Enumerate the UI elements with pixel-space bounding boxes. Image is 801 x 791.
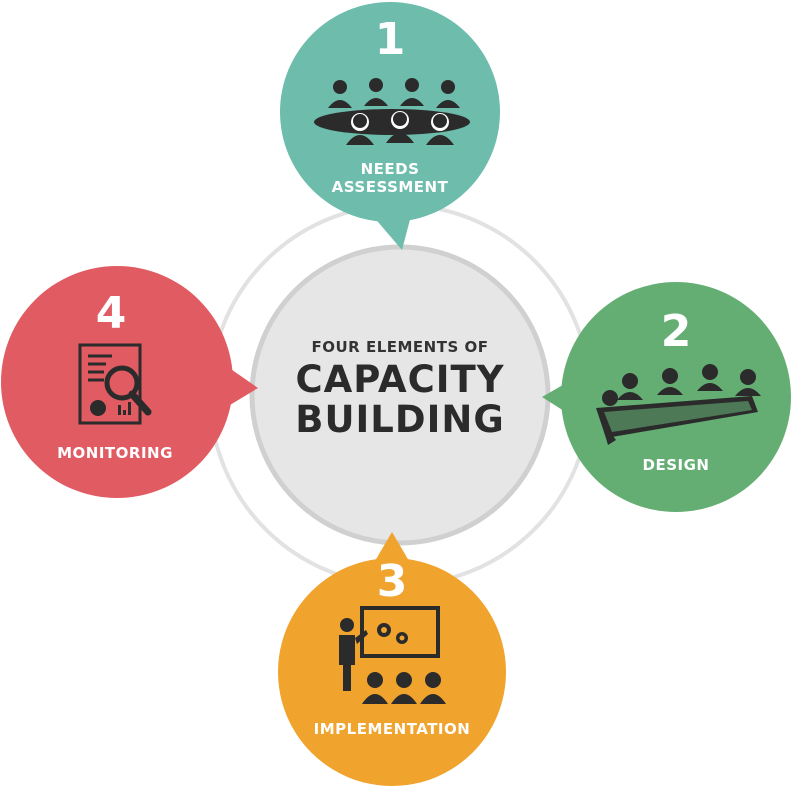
- center-title-line1: CAPACITY: [295, 358, 505, 401]
- center-subtitle: FOUR ELEMENTS OF: [311, 338, 489, 356]
- element-2-label: DESIGN: [642, 456, 710, 474]
- element-2-number: 2: [660, 306, 692, 357]
- element-1-label: NEEDS ASSESSMENT: [310, 160, 470, 196]
- presentation-icon: [339, 606, 446, 704]
- element-4-number: 4: [95, 288, 127, 339]
- center-title-line2: BUILDING: [295, 398, 505, 441]
- element-1-label-line2: ASSESSMENT: [331, 178, 449, 196]
- center-title: CAPACITY BUILDING: [240, 360, 560, 440]
- meeting-table-icon: [314, 78, 470, 145]
- element-4-label: MONITORING: [57, 444, 173, 462]
- report-magnifier-icon: [78, 343, 152, 425]
- element-1-label-line1: NEEDS: [360, 160, 420, 178]
- element-3-number: 3: [376, 556, 408, 607]
- planning-table-icon: [596, 364, 761, 445]
- element-2-bubble: [542, 282, 791, 512]
- element-1-number: 1: [374, 14, 406, 65]
- element-3-label: IMPLEMENTATION: [313, 720, 471, 738]
- element-3-bubble: [278, 532, 506, 786]
